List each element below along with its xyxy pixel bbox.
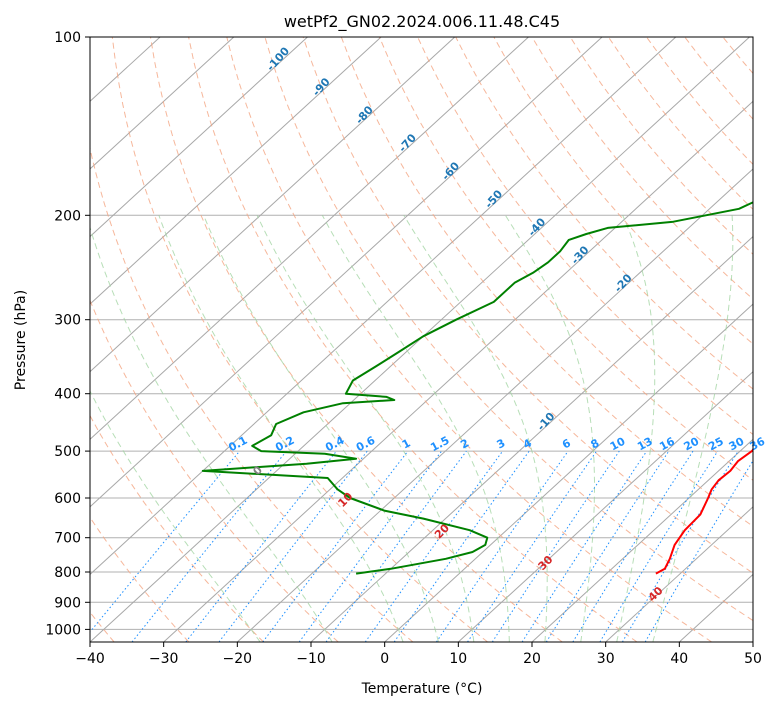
dewpoint-profile-line bbox=[201, 201, 753, 575]
mixing-ratio-label: 10 bbox=[608, 435, 628, 454]
moist-adiabat-line bbox=[616, 215, 656, 642]
y-tick-label: 700 bbox=[54, 531, 81, 547]
y-tick-label: 200 bbox=[54, 208, 81, 224]
dry-adiabat-line bbox=[378, 37, 753, 481]
x-tick-label: −30 bbox=[149, 651, 179, 667]
dry-adiabat-line bbox=[90, 145, 414, 642]
mixing-ratio-label: 30 bbox=[727, 435, 747, 454]
dry-adiabat-line bbox=[302, 37, 753, 574]
y-axis: 100 200 300 400 500 600 700 800 900 1000 bbox=[45, 30, 90, 638]
mixing-ratio-line bbox=[521, 450, 648, 642]
moist-adiabat-line bbox=[158, 215, 404, 642]
isotherm-line bbox=[90, 37, 677, 576]
x-tick-label: 10 bbox=[449, 651, 467, 667]
isotherm-line bbox=[90, 37, 235, 170]
x-axis: −40 −30 −20 −10 0 10 20 30 40 50 bbox=[75, 642, 762, 667]
y-tick-label: 1000 bbox=[45, 622, 81, 638]
y-tick-label: 800 bbox=[54, 565, 81, 581]
mixing-ratio-line bbox=[467, 450, 598, 642]
y-tick-label: 400 bbox=[54, 387, 81, 403]
x-axis-label: Temperature (°C) bbox=[361, 681, 483, 697]
dry-adiabat-line bbox=[455, 37, 753, 390]
mixing-ratio-line bbox=[393, 450, 530, 642]
moist-adiabat-line bbox=[403, 215, 548, 642]
isotherm-line bbox=[90, 37, 382, 305]
x-tick-label: −20 bbox=[223, 651, 253, 667]
isotherm-line bbox=[384, 303, 753, 642]
y-tick-label: 500 bbox=[54, 444, 81, 460]
mixing-ratio-label: 20 bbox=[682, 435, 702, 454]
mixing-ratio-line bbox=[131, 450, 287, 642]
isotherm-line bbox=[163, 100, 753, 642]
y-tick-label: 600 bbox=[54, 491, 81, 507]
isotherm-line bbox=[310, 235, 753, 642]
y-tick-label: 300 bbox=[54, 313, 81, 329]
mixing-ratio-label: 25 bbox=[706, 435, 726, 454]
moist-adiabat-line bbox=[504, 215, 595, 642]
moist-adiabat-line bbox=[256, 215, 475, 642]
isotherm-line bbox=[531, 438, 753, 642]
mixing-ratio-label: 16 bbox=[657, 435, 677, 454]
x-tick-label: 30 bbox=[597, 651, 615, 667]
mixing-ratio-line bbox=[599, 450, 719, 642]
dry-adiabat-line bbox=[493, 37, 753, 345]
temperature-profile-line bbox=[655, 448, 753, 575]
dry-adiabat-line bbox=[531, 37, 753, 300]
dry-adiabat-line bbox=[188, 37, 638, 642]
isotherm-line bbox=[457, 370, 753, 642]
mixing-ratio-line bbox=[435, 450, 569, 642]
mixing-ratio-line bbox=[325, 450, 467, 642]
dry-adiabat-line bbox=[111, 37, 488, 642]
dry-adiabat-line bbox=[90, 414, 264, 642]
mixing-ratio-line bbox=[364, 450, 504, 642]
mixing-ratio-line bbox=[491, 450, 620, 642]
x-tick-label: 50 bbox=[744, 651, 762, 667]
x-tick-label: −40 bbox=[75, 651, 105, 667]
x-tick-label: 0 bbox=[380, 651, 389, 667]
chart-title: wetPf2_GN02.2024.006.11.48.C45 bbox=[284, 12, 560, 32]
mixing-ratio-line bbox=[90, 450, 240, 633]
isotherm-line bbox=[605, 506, 753, 642]
x-tick-label: 40 bbox=[670, 651, 688, 667]
moist-adiabat-line bbox=[321, 215, 510, 642]
y-axis-label: Pressure (hPa) bbox=[13, 290, 29, 390]
dry-adiabat-line bbox=[150, 37, 563, 642]
mixing-ratio-line bbox=[298, 450, 443, 642]
background-lines bbox=[90, 37, 753, 642]
mixing-ratio-label: 13 bbox=[635, 435, 655, 454]
isotherm-line bbox=[90, 37, 603, 508]
x-tick-label: 20 bbox=[523, 651, 541, 667]
isotherm-line bbox=[90, 37, 308, 238]
dry-adiabat-line bbox=[340, 37, 753, 528]
y-tick-label: 900 bbox=[54, 595, 81, 611]
mixing-ratio-line bbox=[545, 450, 670, 642]
profile-lines bbox=[201, 201, 753, 575]
dry-adiabat-line bbox=[264, 37, 753, 622]
isotherm-line bbox=[236, 168, 753, 642]
x-tick-label: −10 bbox=[296, 651, 326, 667]
moist-adiabat-line bbox=[90, 225, 333, 642]
dry-adiabat-line bbox=[226, 37, 712, 642]
isotherm-line bbox=[90, 37, 529, 440]
mixing-ratio-line bbox=[262, 450, 409, 642]
mixing-ratio-line bbox=[621, 450, 739, 642]
dry-adiabat-line bbox=[417, 37, 753, 436]
isotherm-line bbox=[90, 37, 456, 373]
y-tick-label: 100 bbox=[54, 30, 81, 46]
plot-frame bbox=[89, 36, 754, 643]
moist-adiabat-line bbox=[203, 215, 439, 642]
